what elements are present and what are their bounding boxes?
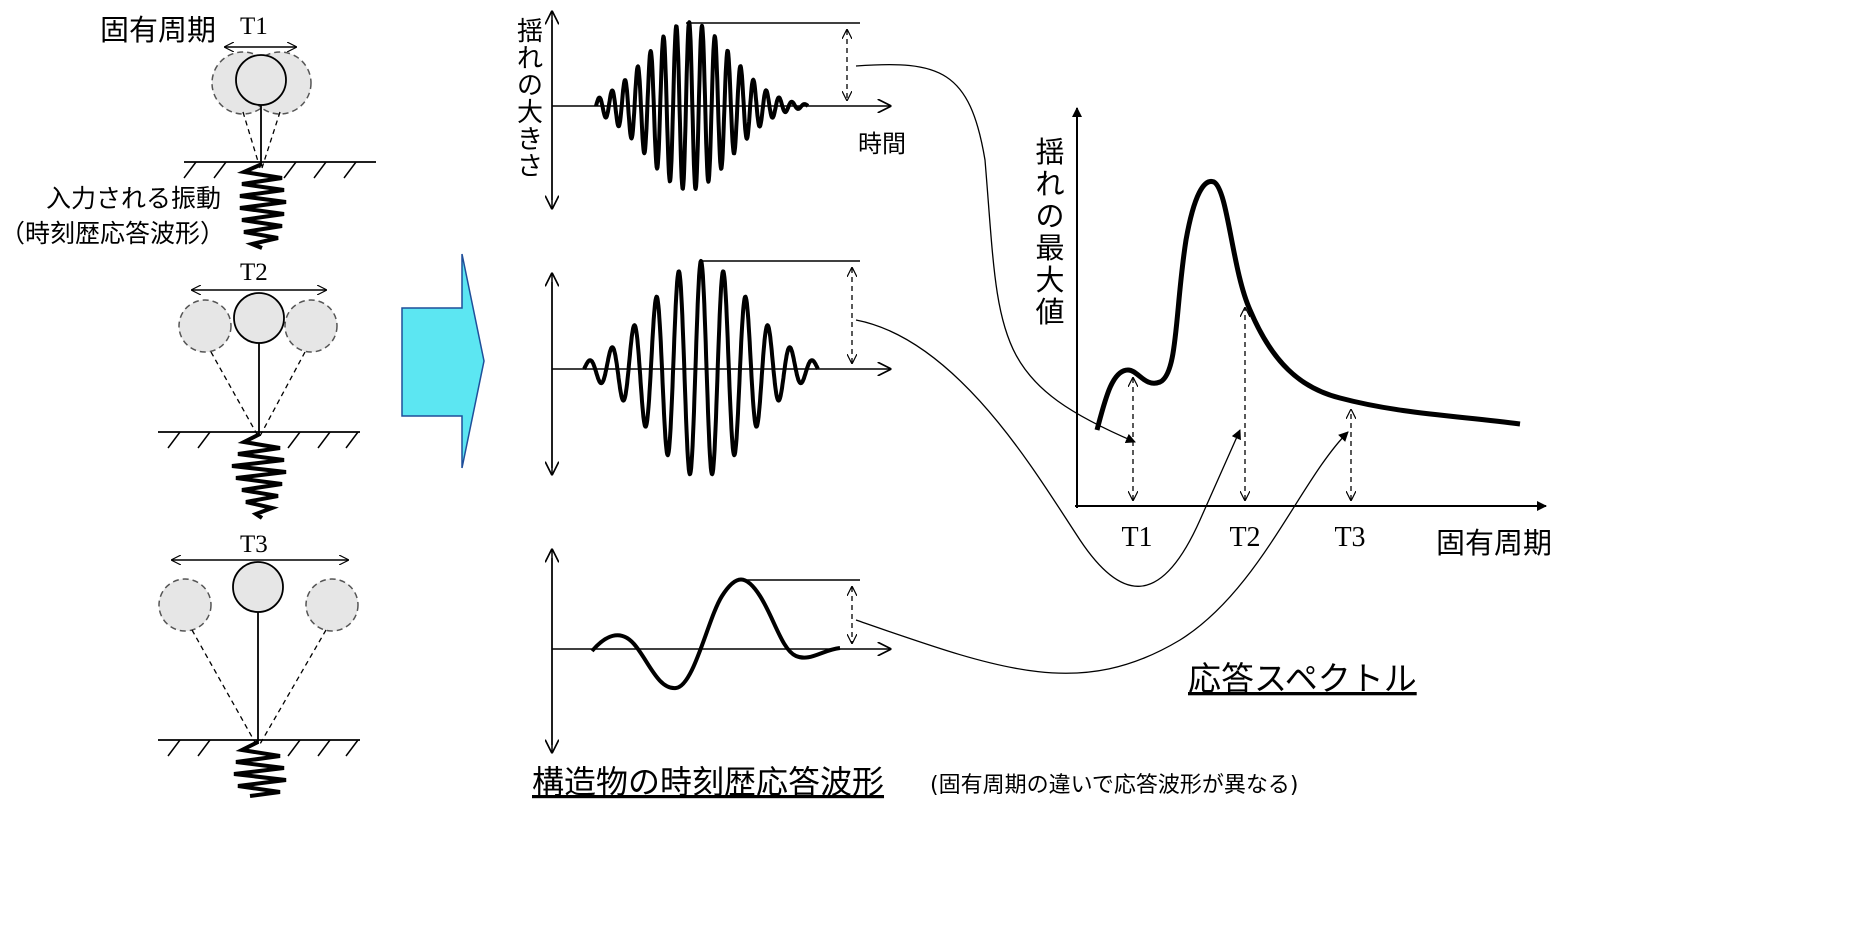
response-spectrum-chart — [1072, 107, 1547, 511]
spectrum-y-label-char-4: 大 — [1035, 263, 1064, 297]
period-label-t2: T2 — [240, 259, 268, 286]
y-axis-label-char-2: の — [517, 71, 543, 101]
time-axis-label: 時間 — [858, 130, 906, 158]
response-waveform-t3 — [552, 550, 890, 752]
spectrum-tick-t1: T1 — [1121, 522, 1152, 553]
spectrum-tick-t2: T2 — [1229, 522, 1260, 553]
waveform-caption-note: (固有周期の違いで応答波形が異なる) — [930, 773, 1299, 798]
response-spectrum-title: 応答スペクトル — [1188, 659, 1417, 698]
waveform-caption: 構造物の時刻歴応答波形 — [532, 763, 884, 801]
spectrum-y-label-char-2: の — [1035, 199, 1064, 233]
connector-t2 — [855, 319, 1241, 587]
input-vibration-label: 入力される振動 — [46, 184, 221, 213]
transform-arrow — [401, 253, 485, 469]
response-waveform-t1 — [552, 12, 890, 208]
natural-period-title: 固有周期 — [100, 13, 216, 47]
pendulum-t2: T2 — [158, 259, 360, 520]
spectrum-curve — [1094, 178, 1521, 431]
y-axis-label-char-0: 揺 — [517, 17, 543, 47]
spectrum-y-label-char-3: 最 — [1035, 231, 1064, 265]
spectrum-x-axis-label: 固有周期 — [1436, 526, 1552, 560]
connector-t1 — [855, 63, 1136, 444]
spectrum-y-label-char-0: 揺 — [1035, 135, 1064, 169]
input-vibration-sublabel: （時刻歴応答波形） — [0, 219, 225, 248]
spectrum-y-label-char-1: れ — [1035, 167, 1064, 201]
period-label-t3: T3 — [240, 531, 268, 558]
y-axis-label-char-5: さ — [517, 152, 543, 182]
connector-t3 — [855, 431, 1349, 674]
y-axis-label-char-1: れ — [517, 44, 543, 74]
spectrum-tick-t3: T3 — [1334, 522, 1365, 553]
pendulum-t1: T1 — [183, 13, 376, 250]
spectrum-y-label-char-5: 値 — [1035, 295, 1064, 329]
y-axis-label-char-3: 大 — [517, 98, 543, 128]
response-waveform-t2 — [552, 259, 890, 477]
y-axis-label-char-4: き — [517, 125, 543, 155]
pendulum-t3: T3 — [158, 531, 360, 798]
period-label-t1: T1 — [240, 13, 268, 40]
